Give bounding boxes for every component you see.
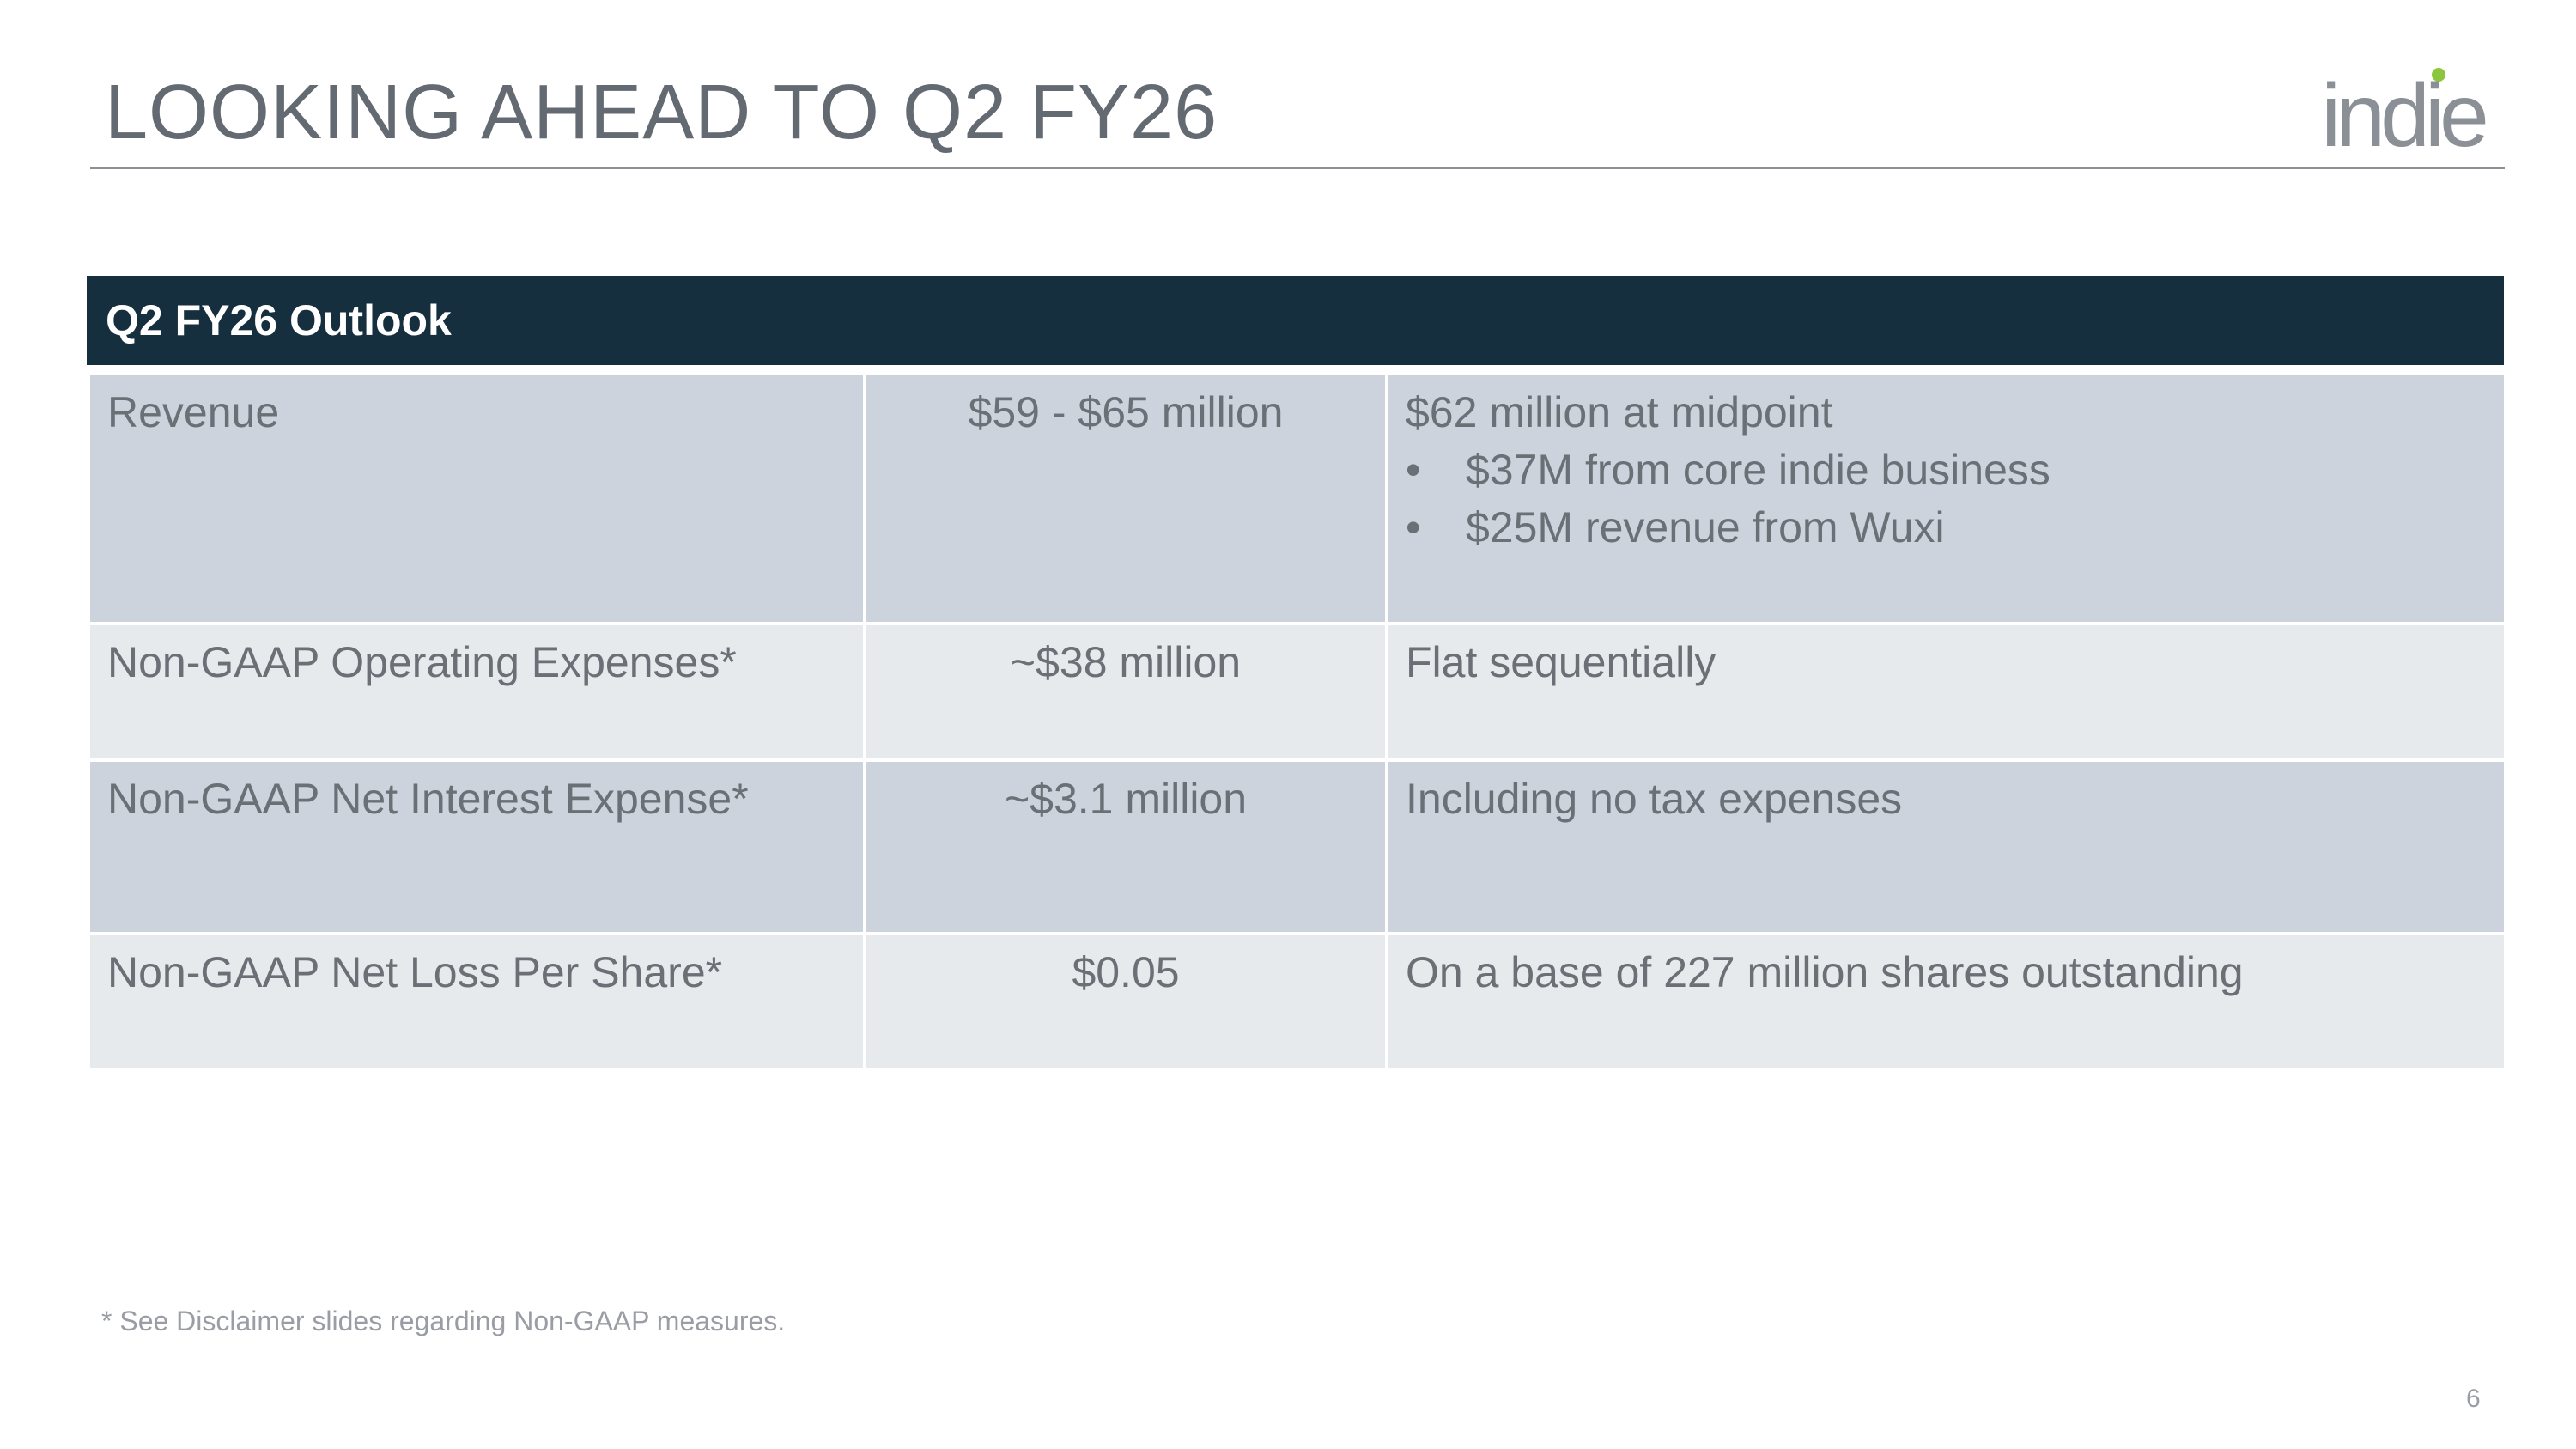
table-row-net-loss-per-share: Non-GAAP Net Loss Per Share* $0.05 On a … [87, 932, 2507, 1072]
logo-text: indie [2321, 66, 2486, 155]
outlook-table: Q2 FY26 Outlook Revenue $59 - $65 millio… [87, 276, 2507, 1072]
note-cell: Including no tax expenses [1385, 758, 2507, 935]
value-cell: $59 - $65 million [863, 372, 1388, 625]
outlook-grid: Revenue $59 - $65 million $62 million at… [87, 372, 2507, 1072]
value-cell: ~$38 million [863, 622, 1388, 762]
footnote: * See Disclaimer slides regarding Non-GA… [101, 1306, 786, 1336]
note-cell: $62 million at midpoint $37M from core i… [1385, 372, 2507, 625]
metric-cell: Non-GAAP Net Loss Per Share* [87, 932, 866, 1072]
note-bullet-list: $37M from core indie business $25M reven… [1406, 441, 2504, 557]
table-row-operating-expenses: Non-GAAP Operating Expenses* ~$38 millio… [87, 622, 2507, 762]
logo-green-dot-icon [2432, 68, 2445, 82]
table-row-revenue: Revenue $59 - $65 million $62 million at… [87, 372, 2507, 625]
metric-cell: Non-GAAP Operating Expenses* [87, 622, 866, 762]
value-cell: $0.05 [863, 932, 1388, 1072]
table-row-interest-expense: Non-GAAP Net Interest Expense* ~$3.1 mil… [87, 758, 2507, 935]
title-divider [90, 167, 2505, 169]
metric-cell: Revenue [87, 372, 866, 625]
note-text: $62 million at midpoint [1406, 388, 1833, 436]
table-header: Q2 FY26 Outlook [87, 276, 2504, 365]
value-cell: ~$3.1 million [863, 758, 1388, 935]
note-cell: Flat sequentially [1385, 622, 2507, 762]
page-number: 6 [2466, 1385, 2481, 1413]
metric-cell: Non-GAAP Net Interest Expense* [87, 758, 866, 935]
slide-title: LOOKING AHEAD TO Q2 FY26 [105, 70, 1218, 155]
indie-logo: indie [2321, 66, 2491, 155]
note-bullet: $37M from core indie business [1406, 441, 2504, 499]
note-bullet: $25M revenue from Wuxi [1406, 499, 2504, 557]
note-cell: On a base of 227 million shares outstand… [1385, 932, 2507, 1072]
